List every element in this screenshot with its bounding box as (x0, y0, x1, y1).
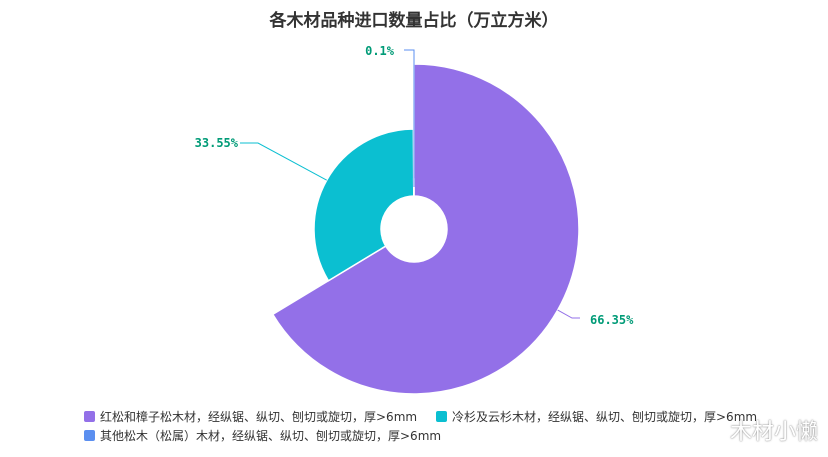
watermark: 木材小懒 (729, 420, 818, 445)
legend-label-1: 冷杉及云杉木材，经纵锯、纵切、刨切或旋切，厚>6mm (452, 410, 758, 424)
leader-line-1 (240, 142, 327, 181)
legend-swatch-2 (84, 430, 95, 441)
legend-label-0: 红松和樟子松木材，经纵锯、纵切、刨切或旋切，厚>6mm (100, 410, 418, 424)
pie-slice-0[interactable] (271, 63, 580, 395)
leader-line-0 (557, 309, 580, 319)
pie-slice-1[interactable] (313, 128, 415, 282)
chart-title: 各木材品种进口数量占比（万立方米） (269, 11, 559, 31)
leader-line-2 (404, 49, 415, 187)
data-label-0: 66.35% (590, 313, 634, 327)
legend-label-2: 其他松木（松属）木材，经纵锯、纵切、刨切或旋切，厚>6mm (100, 429, 442, 443)
legend-item-0[interactable]: 红松和樟子松木材，经纵锯、纵切、刨切或旋切，厚>6mm (84, 408, 417, 425)
legend-item-1[interactable]: 冷杉及云杉木材，经纵锯、纵切、刨切或旋切，厚>6mm (436, 408, 757, 425)
legend-item-2[interactable]: 其他松木（松属）木材，经纵锯、纵切、刨切或旋切，厚>6mm (84, 427, 441, 444)
data-label-2: 0.1% (365, 44, 395, 58)
data-label-1: 33.55% (195, 136, 239, 150)
legend-swatch-0 (84, 411, 95, 422)
legend: 红松和樟子松木材，经纵锯、纵切、刨切或旋切，厚>6mm 冷杉及云杉木材，经纵锯、… (84, 408, 824, 446)
legend-swatch-1 (436, 411, 447, 422)
